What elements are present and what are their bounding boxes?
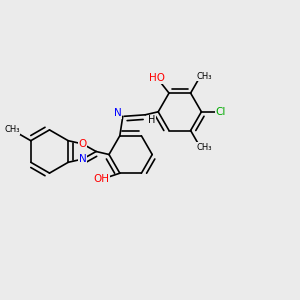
Text: HO: HO — [149, 73, 165, 83]
Text: N: N — [113, 108, 121, 118]
Text: Cl: Cl — [215, 107, 226, 117]
Text: O: O — [79, 139, 87, 149]
Text: CH₃: CH₃ — [196, 72, 212, 81]
Text: CH₃: CH₃ — [196, 143, 212, 152]
Text: N: N — [79, 154, 86, 164]
Text: CH₃: CH₃ — [4, 125, 20, 134]
Text: OH: OH — [94, 174, 110, 184]
Text: H: H — [148, 115, 156, 125]
